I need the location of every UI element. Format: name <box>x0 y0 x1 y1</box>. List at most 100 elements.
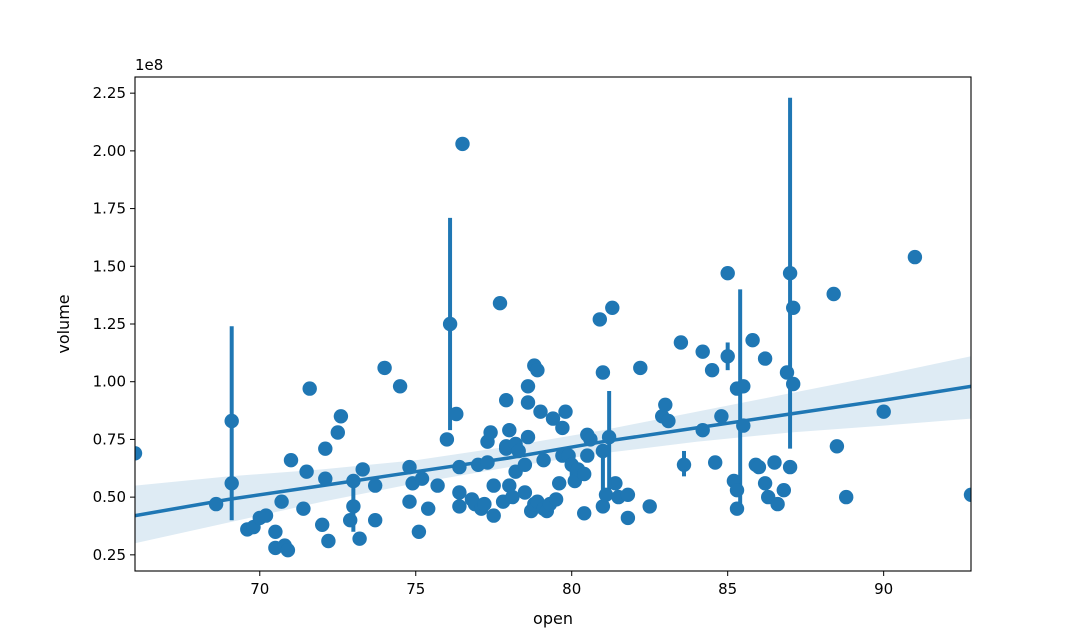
y-tick-label: 1.00 <box>93 373 126 391</box>
y-axis-label: volume <box>54 294 73 353</box>
data-point <box>776 483 791 498</box>
data-point <box>315 517 330 532</box>
data-point <box>963 487 971 502</box>
data-point <box>729 501 745 516</box>
data-point <box>548 492 564 507</box>
y-tick-label: 1.25 <box>93 315 126 333</box>
data-point <box>695 344 710 359</box>
data-point <box>826 286 841 302</box>
data-point <box>592 312 607 327</box>
data-point <box>511 443 526 459</box>
x-tick-label: 80 <box>562 580 581 598</box>
y-tick-label: 1.75 <box>93 200 126 218</box>
data-point <box>907 249 923 265</box>
data-point <box>757 351 773 366</box>
data-point <box>477 496 492 512</box>
y-tick-label: 0.25 <box>93 546 126 564</box>
data-point <box>520 395 536 410</box>
data-point <box>577 506 592 521</box>
data-point <box>318 471 333 486</box>
data-point <box>224 476 239 491</box>
data-point <box>708 455 723 470</box>
data-point <box>455 136 470 152</box>
regression-line <box>135 384 971 518</box>
data-point <box>421 501 436 516</box>
data-point <box>135 446 143 461</box>
data-point <box>517 457 533 472</box>
data-point <box>676 457 692 472</box>
data-point <box>786 376 801 392</box>
data-point <box>786 300 801 315</box>
data-point <box>442 316 458 332</box>
data-point <box>499 393 514 408</box>
data-point <box>620 487 636 502</box>
data-point <box>876 404 891 419</box>
data-point <box>673 335 689 350</box>
data-point <box>318 441 333 456</box>
data-point <box>601 429 617 445</box>
data-point <box>736 418 751 433</box>
data-point <box>633 360 648 376</box>
x-tick-label: 90 <box>874 580 893 598</box>
data-point <box>333 409 349 424</box>
data-point <box>283 453 299 468</box>
data-point <box>452 485 467 500</box>
data-point <box>402 494 417 509</box>
data-point <box>486 508 501 523</box>
data-point <box>346 499 361 514</box>
data-point <box>486 478 501 493</box>
y-tick-label: 2.25 <box>93 84 126 102</box>
data-point <box>545 411 561 426</box>
data-point <box>757 476 773 491</box>
data-point <box>661 413 676 429</box>
data-point <box>605 300 620 315</box>
data-point <box>598 487 614 502</box>
data-point <box>452 499 467 514</box>
data-point <box>642 499 657 514</box>
data-point <box>280 543 296 558</box>
data-point <box>368 478 383 493</box>
data-point <box>520 379 536 394</box>
data-point <box>745 333 760 348</box>
x-tick-label: 75 <box>406 580 425 598</box>
data-point <box>704 363 720 378</box>
data-point <box>595 499 611 514</box>
data-point <box>536 453 551 468</box>
regression-line-layer <box>135 384 971 518</box>
data-point <box>402 459 417 475</box>
data-point <box>274 494 289 509</box>
data-point <box>767 455 782 470</box>
data-point <box>695 423 710 438</box>
data-point <box>782 266 798 281</box>
data-point <box>736 379 751 394</box>
data-point <box>483 425 498 440</box>
data-point <box>411 524 427 539</box>
data-point <box>355 462 370 477</box>
data-point <box>377 360 392 376</box>
data-point <box>439 432 455 447</box>
data-point <box>729 483 745 498</box>
data-point <box>330 425 345 440</box>
data-point <box>520 429 536 445</box>
x-tick-label: 70 <box>250 580 269 598</box>
data-point <box>302 381 317 396</box>
data-point <box>502 423 517 438</box>
data-point <box>517 485 533 500</box>
data-point <box>530 363 545 378</box>
data-point <box>583 432 598 447</box>
data-point <box>595 365 611 380</box>
labels-layer: 1e8 open volume <box>54 56 573 628</box>
x-axis-label: open <box>533 609 573 628</box>
y-tick-label: 0.50 <box>93 488 126 506</box>
data-point <box>296 501 311 516</box>
data-point <box>782 459 798 475</box>
data-point <box>505 489 520 505</box>
data-point <box>452 459 467 475</box>
points-layer <box>135 136 971 558</box>
data-point <box>658 397 673 412</box>
y-tick-label: 0.75 <box>93 430 126 448</box>
data-point <box>720 349 735 364</box>
y-tick-label: 1.50 <box>93 257 126 275</box>
data-point <box>368 513 383 528</box>
data-point <box>352 531 367 546</box>
